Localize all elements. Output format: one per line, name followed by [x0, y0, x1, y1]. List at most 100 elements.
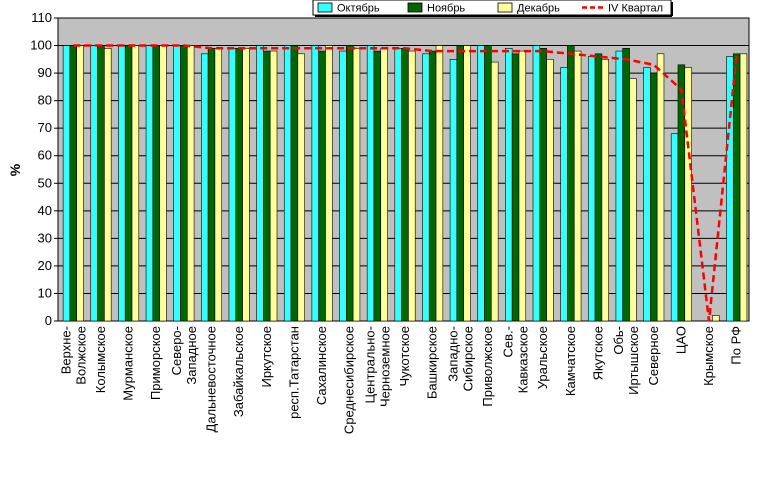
line-series-path — [73, 44, 738, 322]
bar-3 — [601, 59, 609, 322]
x-tick-label-group: Крымское — [701, 326, 716, 386]
bar-3 — [684, 67, 692, 322]
x-tick-label: Уральское — [535, 326, 550, 389]
x-tick-label-group: По РФ — [729, 326, 744, 365]
x-tick-label-line: Иркутское — [259, 326, 274, 388]
x-tick-label-group: Дальневосточное — [204, 326, 219, 432]
bar-2 — [69, 45, 78, 322]
x-tick-label-group: Северо-Западное — [169, 326, 199, 385]
x-tick-label-line: Сибирское — [460, 326, 475, 391]
x-tick-label: По РФ — [729, 326, 744, 365]
x-tick-label-line: Западно- — [445, 326, 460, 382]
bar-1 — [62, 45, 71, 322]
x-tick-label-group: Сахалинское — [314, 326, 329, 405]
bar-3 — [435, 45, 444, 322]
x-tick-label-group: Центрально-Черноземное — [362, 326, 392, 407]
bar-1 — [173, 45, 181, 322]
x-tick-label-line: Уральское — [535, 326, 550, 389]
x-tick-label-line: Иртышское — [626, 326, 641, 395]
x-tick-label-line: Верхне- — [58, 326, 73, 374]
x-tick-label-group: Чукотское — [397, 326, 412, 387]
legend-swatch — [317, 2, 333, 13]
bar-2 — [180, 45, 188, 322]
bar-2 — [373, 50, 382, 322]
y-axis-title: % — [7, 163, 23, 176]
bar-1 — [670, 133, 679, 322]
x-tick-label-line: ЦАО — [673, 326, 688, 354]
x-tick-label-group: Забайкальское — [231, 326, 246, 417]
y-axis-ticks: 0 10 20 30 40 50 60 70 80 90 100 110 — [30, 10, 58, 328]
bar-1 — [726, 56, 734, 322]
y-tick-label: 30 — [38, 230, 52, 245]
bar-2 — [650, 72, 658, 322]
bar-1 — [283, 45, 292, 322]
x-tick-label-line: Северо- — [169, 326, 184, 375]
bar-1 — [90, 45, 98, 322]
line-series — [73, 44, 738, 322]
bar-3 — [546, 59, 554, 322]
x-tick-label: Приморское — [148, 326, 163, 400]
y-tick-label: 50 — [38, 175, 52, 190]
x-tick-label-group: Мурманское — [121, 326, 136, 401]
x-tick-label-line: Обь- — [611, 326, 626, 355]
x-tick-label: Мурманское — [121, 326, 136, 401]
x-tick-label-group: Приволжское — [480, 326, 495, 407]
legend-swatch — [497, 2, 513, 13]
x-tick-label: Северо-Западное — [169, 326, 199, 385]
x-tick-label-group: Обь-Иртышское — [611, 326, 641, 395]
bar-2 — [263, 50, 271, 322]
x-tick-label: Колымское — [93, 326, 108, 393]
bar-2 — [484, 45, 492, 322]
bar-1 — [145, 45, 154, 322]
x-tick-label-line: Чукотское — [397, 326, 412, 387]
bar-3 — [76, 45, 84, 322]
x-axis-labels: Верхне-Волжское Колымское Мурманское Примор… — [58, 326, 743, 434]
y-tick-label: 100 — [30, 38, 52, 53]
bar-2 — [622, 47, 630, 322]
y-tick-label: 40 — [38, 203, 52, 218]
bar-1 — [228, 47, 237, 322]
bar-3 — [380, 47, 388, 322]
x-tick-label-group: Северное — [646, 326, 661, 385]
x-tick-label: Обь-Иртышское — [611, 326, 641, 395]
bar-1 — [394, 47, 402, 322]
x-tick-label-line: Кавказское — [516, 326, 531, 393]
y-tick-label: 80 — [38, 93, 52, 108]
bar-2 — [290, 45, 299, 322]
x-tick-label-group: Башкирское — [425, 326, 440, 399]
x-tick-label-line: Волжское — [73, 326, 88, 385]
bar-2 — [511, 53, 520, 322]
y-tick-label: 60 — [38, 148, 52, 163]
x-tick-label-line: Камчатское — [563, 326, 578, 396]
x-tick-label-line: Крымское — [701, 326, 716, 386]
bar-1 — [643, 67, 651, 322]
bar-3 — [739, 53, 748, 322]
x-tick-label-line: Башкирское — [425, 326, 440, 399]
bar-2 — [346, 45, 354, 322]
bar-3 — [159, 45, 167, 322]
x-tick-label-line: Сев.- — [501, 326, 516, 357]
bar-1 — [615, 50, 624, 322]
x-tick-label-group: Уральское — [535, 326, 550, 389]
y-tick-label: 90 — [38, 65, 52, 80]
bar-1 — [311, 45, 319, 322]
x-tick-label-line: Дальневосточное — [204, 326, 219, 432]
x-tick-label: Сев.-Кавказское — [501, 326, 531, 393]
x-tick-label-line: Среднесибирское — [342, 326, 357, 434]
x-tick-label-line: респ.Татарстан — [286, 326, 301, 419]
x-tick-label: Сахалинское — [314, 326, 329, 405]
x-tick-label-line: Колымское — [93, 326, 108, 393]
bar-1 — [449, 59, 458, 322]
x-tick-label-group: Иркутское — [259, 326, 274, 388]
bar-2 — [428, 50, 437, 322]
x-tick-label: Приволжское — [480, 326, 495, 407]
bar-2 — [152, 45, 160, 322]
bar-2 — [456, 45, 464, 322]
bar-3 — [104, 47, 112, 322]
x-tick-label-line: Якутское — [591, 326, 606, 380]
x-tick-label-group: Колымское — [93, 326, 108, 393]
bar-2 — [97, 45, 105, 322]
x-tick-label: Дальневосточное — [204, 326, 219, 432]
x-tick-label-line: Черноземное — [377, 326, 392, 407]
